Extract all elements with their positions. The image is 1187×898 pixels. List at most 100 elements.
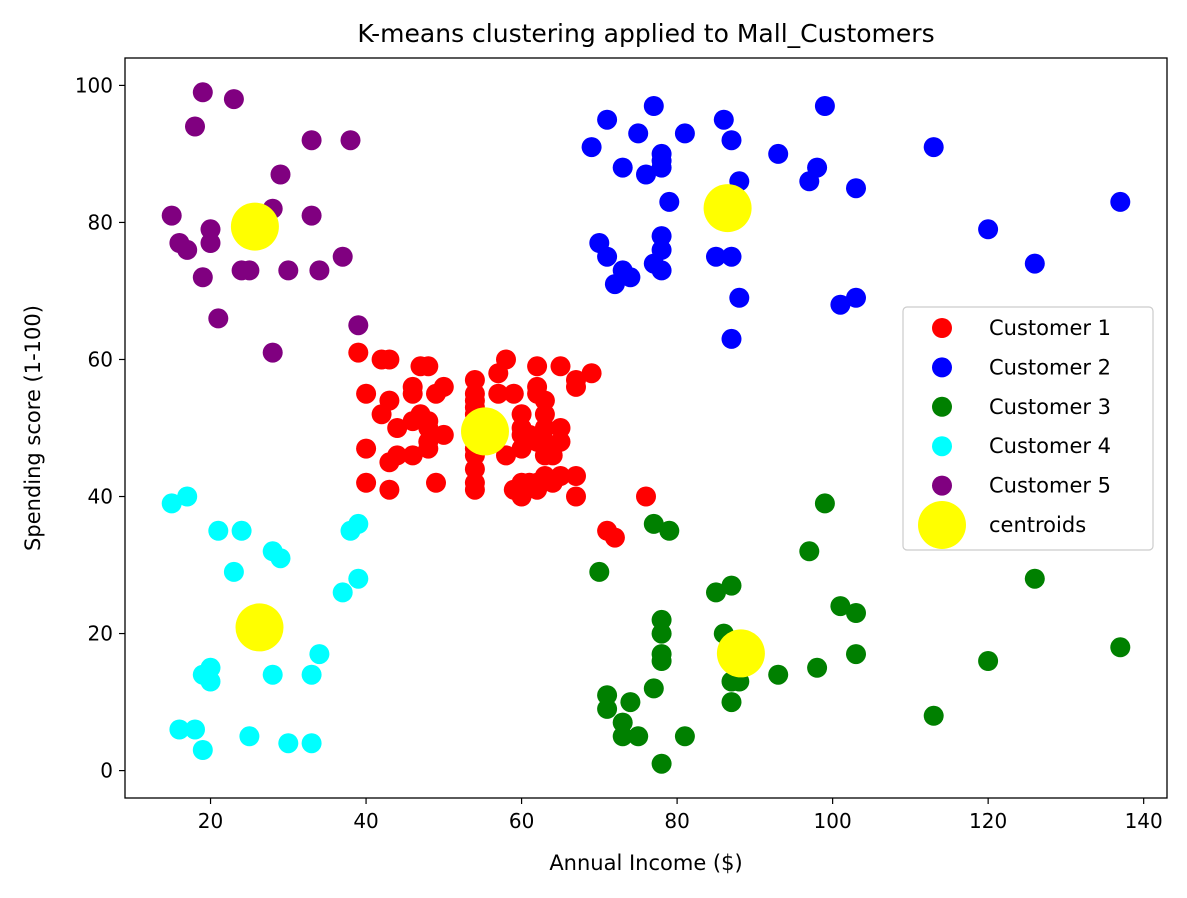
x-axis: 20 40 60 80 100 120 140 — [198, 798, 1163, 833]
point-customer-4-10 — [231, 520, 252, 541]
point-customer-1-26 — [433, 376, 454, 397]
point-customer-2-23 — [721, 328, 742, 349]
point-customer-1-55 — [527, 356, 548, 377]
point-customer-1-37 — [464, 370, 485, 390]
point-customer-3-7 — [643, 678, 664, 699]
point-customer-5-20 — [340, 130, 361, 151]
point-customer-1-11 — [387, 445, 408, 466]
point-customer-1-24 — [426, 472, 446, 493]
point-customer-2-34 — [923, 137, 944, 158]
point-customer-1-42 — [496, 445, 516, 466]
point-customer-2-35 — [978, 219, 999, 240]
point-customer-3-26 — [814, 493, 835, 514]
point-customer-4-22 — [348, 568, 369, 589]
point-customer-4-6 — [200, 657, 221, 678]
point-customer-3-0 — [589, 561, 610, 582]
point-customer-3-23 — [768, 664, 789, 685]
point-customer-2-3 — [597, 246, 618, 267]
point-customer-2-16 — [651, 226, 672, 247]
point-customer-5-11 — [239, 260, 260, 281]
point-customer-2-5 — [612, 157, 633, 178]
point-customer-1-64 — [534, 390, 555, 411]
point-customer-2-8 — [628, 123, 649, 144]
point-customer-5-2 — [177, 239, 198, 260]
point-customer-1-43 — [503, 383, 524, 404]
point-customer-1-71 — [566, 466, 586, 486]
point-customer-4-4 — [192, 740, 213, 760]
point-customer-3-8 — [643, 513, 664, 534]
y-axis: 0 20 40 60 80 100 — [75, 73, 125, 783]
point-customer-3-14 — [659, 520, 680, 541]
point-customer-1-68 — [550, 418, 571, 438]
point-customer-1-40 — [488, 383, 509, 404]
point-customer-3-3 — [612, 726, 633, 747]
point-customer-5-14 — [270, 164, 291, 185]
legend-label-2: Customer 3 — [989, 395, 1111, 419]
point-customer-2-15 — [651, 150, 672, 171]
plot-frame — [124, 57, 1168, 799]
point-customer-2-18 — [659, 191, 680, 212]
point-customer-4-11 — [239, 726, 260, 747]
legend-label-5: centroids — [989, 513, 1086, 537]
legend-label-0: Customer 1 — [989, 316, 1111, 340]
point-customer-4-2 — [177, 486, 198, 507]
point-customer-4-0 — [161, 493, 182, 514]
y-axis-label: Spending score (1-100) — [21, 305, 45, 551]
point-customer-3-24 — [799, 541, 820, 562]
centroid-3 — [235, 603, 284, 652]
y-tick-label-80: 80 — [88, 210, 113, 234]
point-customer-1-73 — [566, 376, 586, 397]
point-customer-5-16 — [301, 130, 322, 151]
point-customer-3-9 — [651, 609, 672, 630]
legend-label-3: Customer 4 — [989, 434, 1111, 458]
plot-area — [161, 82, 1131, 774]
point-customer-4-14 — [270, 548, 291, 569]
point-customer-2-21 — [713, 109, 734, 130]
point-customer-5-0 — [161, 205, 182, 226]
point-customer-5-21 — [348, 315, 369, 336]
point-customer-1-9 — [379, 479, 400, 500]
point-customer-4-15 — [278, 733, 299, 754]
point-customer-1-59 — [534, 418, 555, 438]
point-customer-1-41 — [496, 349, 516, 370]
point-customer-3-29 — [846, 603, 866, 623]
y-tick-label-20: 20 — [88, 622, 113, 646]
legend-marker-1 — [932, 357, 952, 378]
point-customer-2-20 — [706, 246, 726, 267]
legend-label-4: Customer 5 — [989, 474, 1111, 498]
point-customer-1-7 — [379, 390, 400, 411]
point-customer-5-6 — [200, 233, 221, 253]
legend-marker-0 — [932, 318, 952, 338]
legend-marker-5 — [918, 501, 966, 549]
point-customer-5-4 — [192, 267, 213, 288]
x-axis-label: Annual Income ($) — [549, 851, 742, 875]
legend-marker-3 — [932, 436, 952, 457]
point-customer-3-25 — [807, 657, 828, 678]
point-customer-1-15 — [402, 383, 423, 404]
point-customer-1-25 — [433, 424, 454, 445]
point-customer-5-3 — [185, 116, 205, 137]
point-customer-3-28 — [846, 644, 866, 665]
legend-marker-2 — [932, 396, 952, 417]
point-customer-2-26 — [729, 287, 750, 308]
point-customer-5-8 — [208, 308, 229, 329]
point-customer-1-75 — [581, 363, 602, 384]
legend-box — [902, 306, 1154, 551]
legend: Customer 1 Customer 2 Customer 3 Customer 4… — [902, 306, 1154, 551]
point-customer-1-3 — [356, 472, 377, 493]
point-customer-2-9 — [636, 164, 656, 185]
point-customer-3-5 — [620, 692, 641, 713]
y-tick-label-60: 60 — [88, 347, 113, 371]
point-customer-2-37 — [1110, 191, 1131, 212]
point-customer-1-48 — [511, 404, 532, 425]
point-customer-4-12 — [262, 664, 283, 685]
point-customer-1-0 — [348, 342, 369, 363]
point-customer-3-4 — [612, 712, 633, 733]
point-customer-3-16 — [706, 582, 726, 603]
point-customer-4-17 — [301, 664, 322, 685]
y-tick-label-100: 100 — [75, 73, 113, 97]
point-customer-2-19 — [674, 123, 695, 144]
point-customer-1-77 — [604, 527, 625, 548]
x-tick-label-100: 100 — [814, 809, 852, 833]
